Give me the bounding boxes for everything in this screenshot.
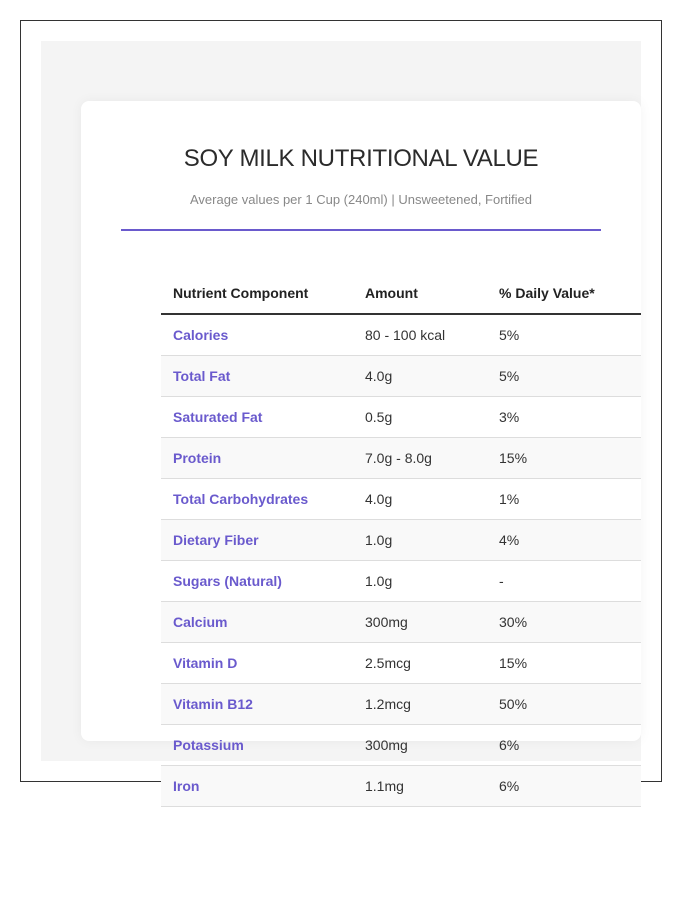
nutrient-daily-value: 5% [487, 314, 641, 356]
nutrient-name: Iron [161, 765, 353, 807]
table-row: Calcium 300mg 30% [161, 601, 641, 643]
nutrient-amount: 1.1mg [353, 765, 487, 807]
page-title: SOY MILK NUTRITIONAL VALUE [183, 145, 539, 172]
nutrient-amount: 4.0g [353, 355, 487, 397]
nutrient-name: Sugars (Natural) [161, 560, 353, 602]
nutrient-daily-value: 1% [487, 478, 641, 520]
nutrient-name: Potassium [161, 724, 353, 766]
table-row: Dietary Fiber 1.0g 4% [161, 519, 641, 561]
nutrient-name: Protein [161, 437, 353, 479]
nutrient-amount: 300mg [353, 724, 487, 766]
nutrient-name: Dietary Fiber [161, 519, 353, 561]
header-nutrient: Nutrient Component [161, 273, 353, 315]
nutrient-daily-value: 15% [487, 437, 641, 479]
table-header-row: Nutrient Component Amount % Daily Value* [161, 273, 641, 315]
nutrient-daily-value: 6% [487, 765, 641, 807]
table-row: Iron 1.1mg 6% [161, 765, 641, 807]
nutrient-name: Saturated Fat [161, 396, 353, 438]
nutrient-amount: 7.0g - 8.0g [353, 437, 487, 479]
nutrient-name: Total Carbohydrates [161, 478, 353, 520]
nutrient-daily-value: 30% [487, 601, 641, 643]
nutrient-daily-value: - [487, 560, 641, 602]
table-row: Vitamin B12 1.2mcg 50% [161, 683, 641, 725]
table-row: Saturated Fat 0.5g 3% [161, 396, 641, 438]
page-subtitle: Average values per 1 Cup (240ml) | Unswe… [189, 192, 533, 207]
nutrient-amount: 0.5g [353, 396, 487, 438]
nutrient-amount: 2.5mcg [353, 642, 487, 684]
nutrient-amount: 4.0g [353, 478, 487, 520]
table-row: Sugars (Natural) 1.0g - [161, 560, 641, 602]
nutrient-amount: 300mg [353, 601, 487, 643]
header-daily-value: % Daily Value* [487, 273, 641, 315]
nutrient-amount: 1.0g [353, 519, 487, 561]
nutrient-amount: 1.2mcg [353, 683, 487, 725]
nutrient-name: Vitamin B12 [161, 683, 353, 725]
nutrient-daily-value: 5% [487, 355, 641, 397]
nutrition-table: Nutrient Component Amount % Daily Value*… [161, 273, 641, 807]
nutrient-daily-value: 50% [487, 683, 641, 725]
table-row: Vitamin D 2.5mcg 15% [161, 642, 641, 684]
nutrient-amount: 80 - 100 kcal [353, 314, 487, 356]
outer-frame: SOY MILK NUTRITIONAL VALUE Average value… [20, 20, 662, 807]
nutrition-card: SOY MILK NUTRITIONAL VALUE Average value… [81, 101, 641, 807]
nutrient-daily-value: 6% [487, 724, 641, 766]
header-amount: Amount [353, 273, 487, 315]
nutrient-amount: 1.0g [353, 560, 487, 602]
nutrient-name: Total Fat [161, 355, 353, 397]
nutrient-daily-value: 3% [487, 396, 641, 438]
nutrient-name: Calories [161, 314, 353, 356]
table-row: Potassium 300mg 6% [161, 724, 641, 766]
nutrient-name: Calcium [161, 601, 353, 643]
nutrient-daily-value: 15% [487, 642, 641, 684]
accent-divider [121, 229, 601, 231]
page-background: SOY MILK NUTRITIONAL VALUE Average value… [41, 41, 641, 807]
nutrient-name: Vitamin D [161, 642, 353, 684]
table-row: Calories 80 - 100 kcal 5% [161, 314, 641, 356]
table-row: Protein 7.0g - 8.0g 15% [161, 437, 641, 479]
table-row: Total Carbohydrates 4.0g 1% [161, 478, 641, 520]
table-row: Total Fat 4.0g 5% [161, 355, 641, 397]
nutrient-daily-value: 4% [487, 519, 641, 561]
